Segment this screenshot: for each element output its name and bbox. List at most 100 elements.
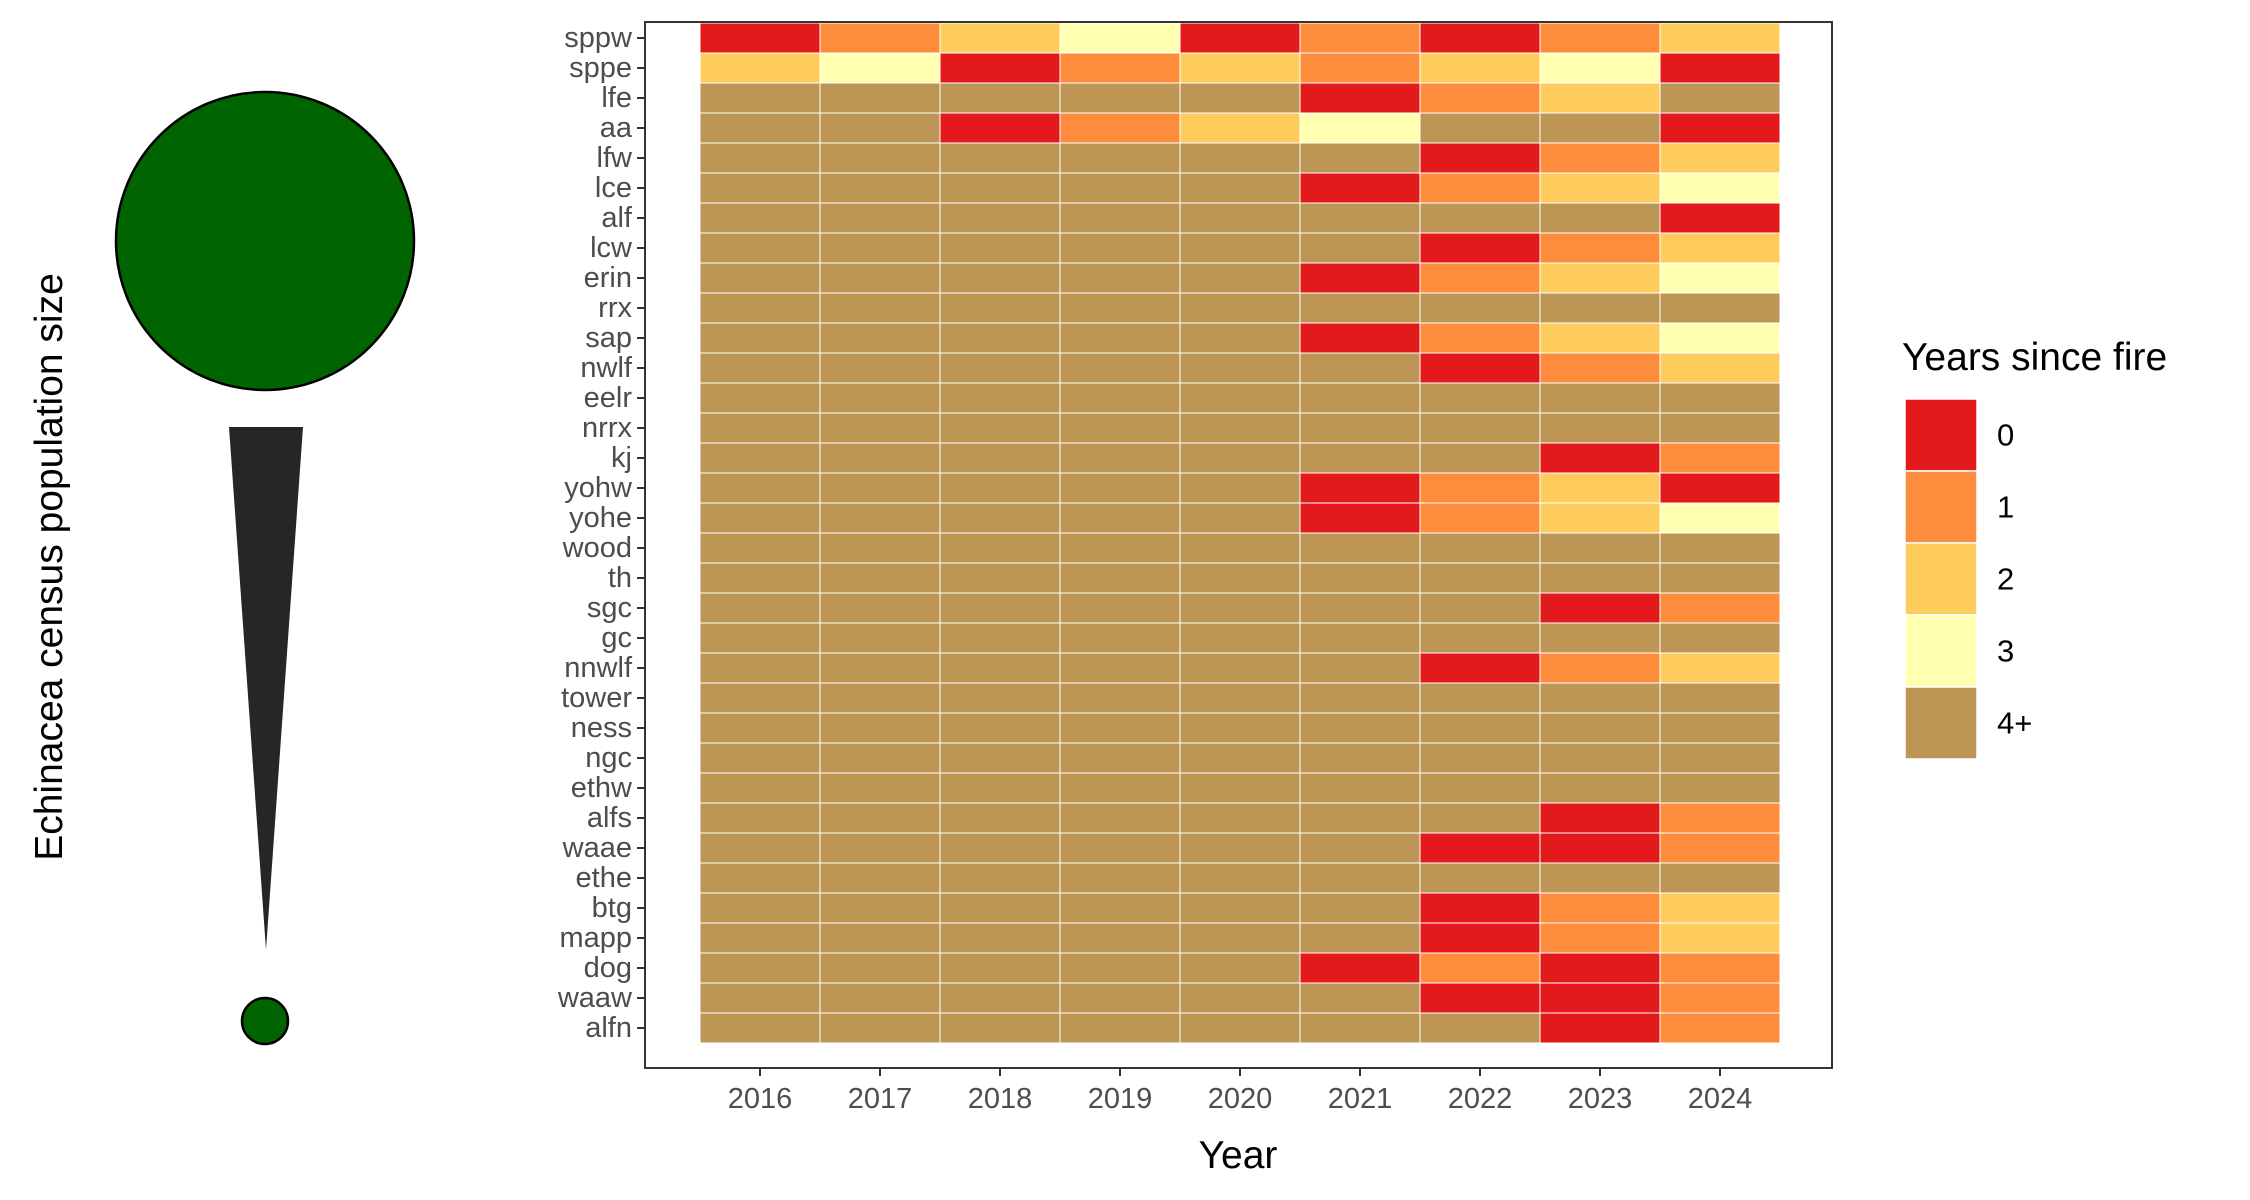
heat-cell: [1659, 82, 1781, 114]
heat-cell: [699, 322, 821, 354]
heat-cell: [1539, 532, 1661, 564]
y-tick-label: aa: [600, 112, 633, 144]
heat-cell: [1419, 922, 1541, 954]
heat-cell: [1419, 712, 1541, 744]
heat-cell: [939, 952, 1061, 984]
heat-cell: [819, 502, 941, 534]
heat-cell: [1659, 232, 1781, 264]
heat-cell: [1299, 142, 1421, 174]
heat-cell: [939, 172, 1061, 204]
heat-cell: [1179, 592, 1301, 624]
heat-cell: [1179, 412, 1301, 444]
legend-label: 2: [1997, 562, 2014, 597]
heat-cell: [1059, 772, 1181, 804]
legend-swatch: [1904, 470, 1978, 544]
y-tick-label: sap: [585, 322, 632, 354]
y-tick-label: alf: [601, 202, 633, 234]
heat-cell: [1419, 82, 1541, 114]
heat-cell: [1539, 772, 1661, 804]
heat-cell: [1179, 502, 1301, 534]
heat-cell: [1299, 172, 1421, 204]
heat-cell: [1179, 742, 1301, 774]
heat-cell: [1059, 442, 1181, 474]
heat-cell: [1059, 622, 1181, 654]
x-tick-label: 2021: [1328, 1083, 1393, 1115]
heat-cell: [1059, 322, 1181, 354]
heat-cell: [819, 712, 941, 744]
y-tick-label: ethe: [576, 862, 632, 894]
legend-label: 3: [1997, 634, 2014, 669]
heat-cell: [1179, 232, 1301, 264]
heat-cell: [819, 112, 941, 144]
heat-cell: [1179, 1012, 1301, 1044]
heat-cell: [939, 532, 1061, 564]
heat-cell: [1659, 52, 1781, 84]
heat-cell: [1299, 82, 1421, 114]
heat-cell: [939, 922, 1061, 954]
heat-cell: [819, 592, 941, 624]
heat-cell: [1179, 172, 1301, 204]
heat-cell: [1059, 652, 1181, 684]
heat-cell: [1059, 172, 1181, 204]
heat-cell: [699, 532, 821, 564]
heat-cell: [1659, 892, 1781, 924]
legend-swatch: [1904, 614, 1978, 688]
heat-cell: [1659, 742, 1781, 774]
heat-cell: [699, 262, 821, 294]
heat-cell: [1059, 922, 1181, 954]
heat-cell: [1059, 52, 1181, 84]
heat-cell: [699, 952, 821, 984]
heat-cell: [1299, 442, 1421, 474]
heat-cell: [1059, 592, 1181, 624]
heat-cell: [1659, 652, 1781, 684]
heat-cell: [819, 442, 941, 474]
heat-cell: [939, 442, 1061, 474]
heat-cell: [1299, 802, 1421, 834]
heat-cell: [1059, 202, 1181, 234]
heat-cell: [939, 472, 1061, 504]
heat-cell: [1059, 862, 1181, 894]
heat-cell: [1299, 502, 1421, 534]
heat-cell: [1419, 982, 1541, 1014]
heat-cell: [819, 802, 941, 834]
heat-cell: [819, 982, 941, 1014]
heat-cell: [1539, 592, 1661, 624]
heat-cell: [1659, 832, 1781, 864]
heat-cell: [1539, 652, 1661, 684]
y-tick-label: nwlf: [580, 352, 633, 384]
heat-cell: [1659, 322, 1781, 354]
heat-cell: [1179, 292, 1301, 324]
heat-cell: [1299, 112, 1421, 144]
heat-cell: [1059, 682, 1181, 714]
heat-cell: [1299, 472, 1421, 504]
heat-cell: [1179, 952, 1301, 984]
heat-cell: [1419, 622, 1541, 654]
heat-cell: [939, 292, 1061, 324]
heat-cell: [699, 472, 821, 504]
heat-cell: [1539, 562, 1661, 594]
heat-cell: [699, 772, 821, 804]
heat-cell: [1299, 322, 1421, 354]
heat-cell: [1299, 232, 1421, 264]
y-tick-label: rrx: [598, 292, 632, 324]
heat-cell: [939, 742, 1061, 774]
heat-cell: [939, 322, 1061, 354]
heat-cell: [1299, 292, 1421, 324]
heat-cell: [939, 262, 1061, 294]
heat-cell: [1179, 802, 1301, 834]
heat-cell: [1539, 922, 1661, 954]
heat-cell: [1659, 592, 1781, 624]
heat-cell: [1299, 352, 1421, 384]
heat-cell: [699, 22, 821, 54]
heat-cell: [1659, 682, 1781, 714]
heat-cell: [819, 292, 941, 324]
heat-cell: [699, 982, 821, 1014]
heat-cell: [1299, 622, 1421, 654]
x-axis-title: Year: [1199, 1134, 1278, 1177]
y-tick-label: ness: [571, 712, 632, 744]
heat-cell: [819, 202, 941, 234]
heat-cell: [1419, 112, 1541, 144]
y-tick-label: alfs: [587, 802, 632, 834]
heat-cell: [1539, 802, 1661, 834]
heat-cell: [1419, 172, 1541, 204]
